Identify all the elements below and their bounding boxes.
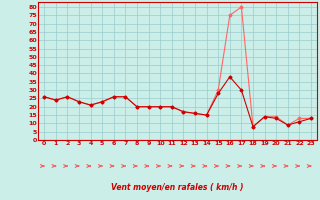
Text: Vent moyen/en rafales ( km/h ): Vent moyen/en rafales ( km/h ) <box>111 183 244 192</box>
